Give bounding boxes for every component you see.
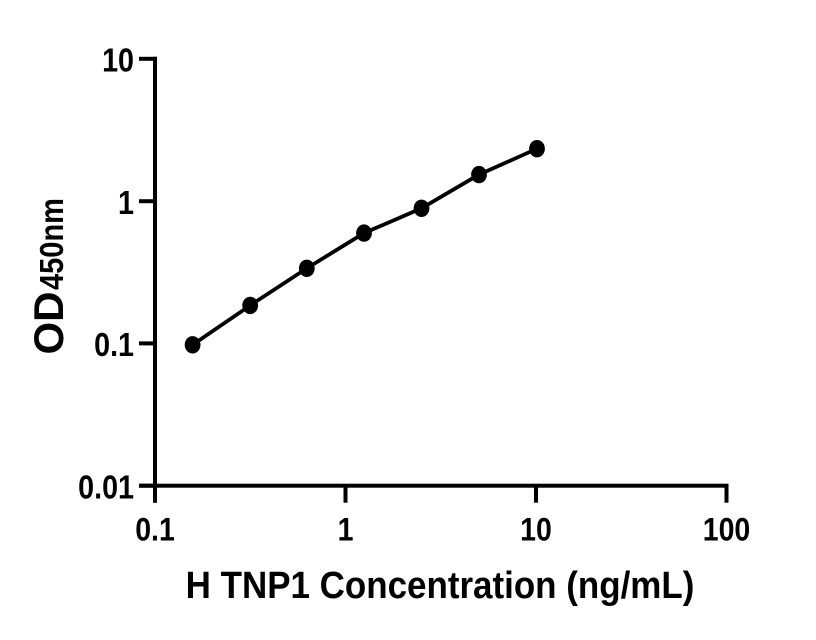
svg-text:0.1: 0.1: [135, 513, 175, 548]
svg-text:10: 10: [102, 42, 134, 79]
svg-text:OD: OD: [25, 292, 72, 355]
svg-text:10: 10: [520, 513, 552, 548]
svg-text:450nm: 450nm: [33, 198, 70, 290]
svg-text:0.1: 0.1: [94, 326, 134, 363]
svg-text:100: 100: [703, 513, 751, 548]
svg-text:H TNP1 Concentration (ng/mL): H TNP1 Concentration (ng/mL): [186, 564, 695, 607]
svg-text:0.01: 0.01: [78, 468, 134, 505]
svg-text:1: 1: [118, 184, 134, 221]
svg-text:1: 1: [338, 513, 354, 548]
